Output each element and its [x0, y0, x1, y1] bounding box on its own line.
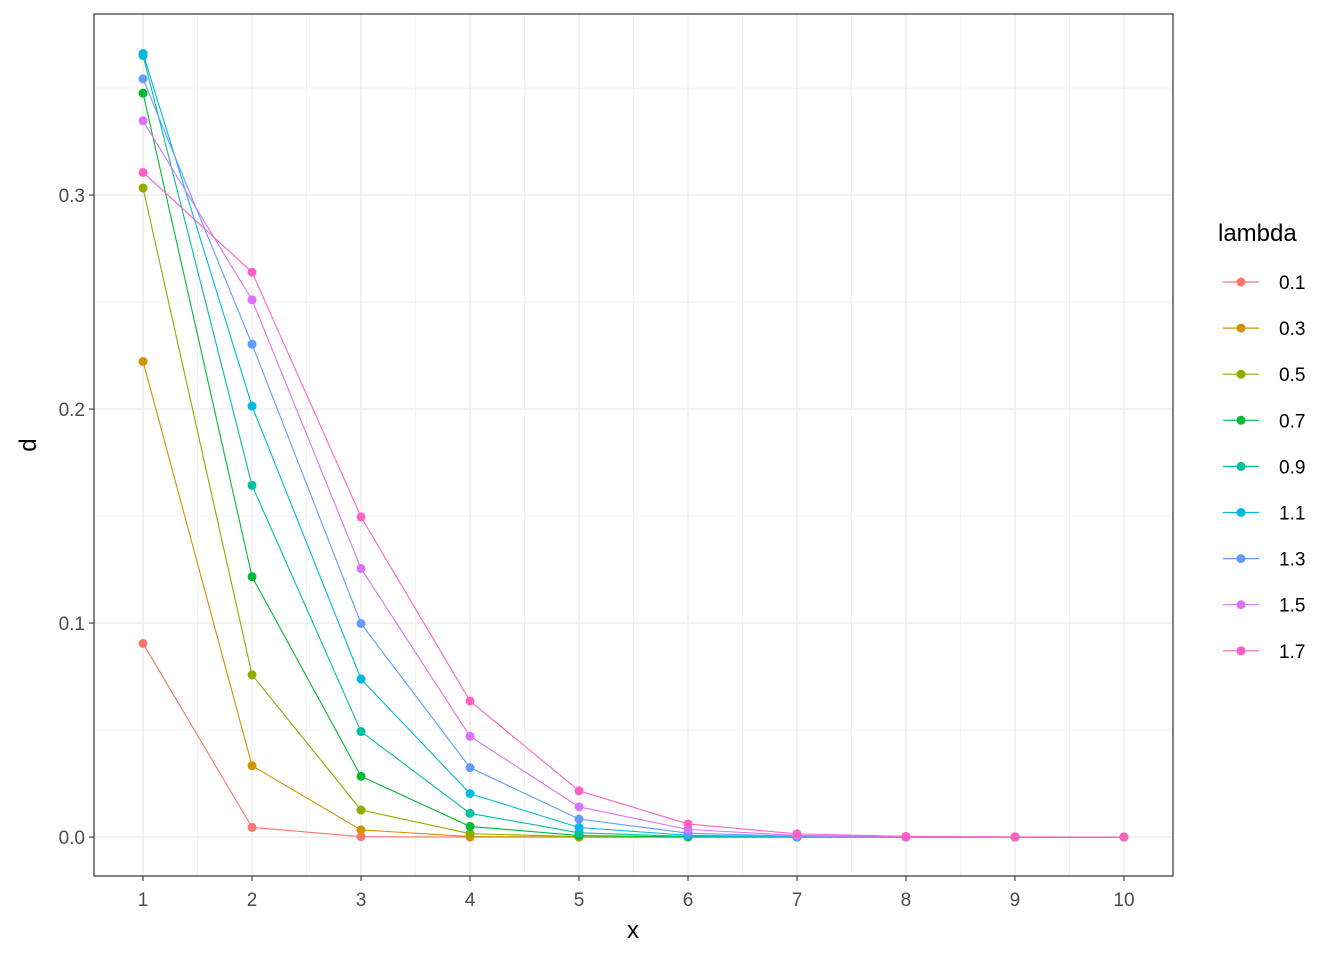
data-point [356, 512, 366, 522]
data-point [683, 819, 693, 829]
legend-label: 1.7 [1279, 642, 1305, 663]
legend-key-point [1236, 554, 1246, 564]
series-layer [138, 48, 1129, 842]
data-point [247, 670, 257, 680]
x-tick-label: 6 [683, 890, 694, 911]
x-tick-label: 7 [792, 890, 803, 911]
legend-key-point [1236, 461, 1246, 471]
y-tick-label: 0.3 [59, 186, 85, 207]
data-point [465, 821, 475, 831]
data-point [356, 618, 366, 628]
axes: 0.0 0.1 0.2 0.3 1 2 3 4 5 6 7 8 9 10 [59, 186, 1135, 911]
data-point [574, 814, 584, 824]
legend-key-point [1236, 415, 1246, 425]
data-point [247, 480, 257, 490]
data-point [574, 822, 584, 832]
data-point [247, 267, 257, 277]
data-point [356, 771, 366, 781]
data-point [138, 48, 148, 58]
data-point [138, 74, 148, 84]
legend-key-point [1236, 508, 1246, 517]
y-tick-label: 0.0 [59, 828, 85, 849]
legend-label: 0.1 [1279, 273, 1305, 294]
data-point [247, 401, 257, 411]
data-point [465, 696, 475, 706]
data-point [247, 339, 257, 349]
legend-label: 0.9 [1279, 457, 1305, 478]
plot-border [93, 13, 1174, 877]
data-point [574, 802, 584, 812]
data-point [465, 789, 475, 799]
data-point [138, 183, 148, 193]
data-point [356, 832, 366, 842]
legend-label: 1.3 [1279, 550, 1305, 571]
legend-label: 1.5 [1279, 596, 1305, 617]
data-point [465, 731, 475, 741]
data-point [247, 822, 257, 832]
legend-key-point [1236, 369, 1246, 379]
legend-key-point [1236, 600, 1246, 610]
legend-key-point [1236, 323, 1246, 333]
legend-key-point [1236, 646, 1246, 656]
data-point [356, 825, 366, 835]
grid [94, 14, 1173, 876]
x-tick-label: 10 [1113, 890, 1134, 911]
data-point [356, 805, 366, 815]
x-tick-label: 5 [574, 890, 585, 911]
x-tick-label: 1 [138, 890, 149, 911]
x-tick-label: 2 [247, 890, 258, 911]
data-point [465, 808, 475, 818]
data-point [356, 674, 366, 684]
y-tick-label: 0.2 [59, 400, 85, 421]
x-tick-label: 8 [901, 890, 912, 911]
data-point [792, 829, 802, 839]
data-point [574, 786, 584, 796]
x-tick-label: 4 [465, 890, 476, 911]
y-axis-label: d [15, 438, 42, 451]
data-point [247, 295, 257, 305]
x-axis-label: x [627, 917, 639, 944]
series-line-1.7 [142, 172, 1124, 838]
x-tick-label: 3 [356, 890, 367, 911]
data-point [138, 88, 148, 98]
data-point [356, 727, 366, 737]
data-point [247, 761, 257, 771]
data-point [138, 638, 148, 648]
legend-label: 0.3 [1279, 319, 1305, 340]
legend-label: 0.5 [1279, 365, 1305, 386]
legend-label: 1.1 [1279, 504, 1305, 525]
data-point [138, 356, 148, 366]
legend: lambda 0.1 0.3 0.5 0.7 0.9 1.1 1.3 1.5 1.7 [1218, 220, 1305, 663]
legend-key-point [1236, 277, 1246, 287]
legend-title: lambda [1218, 220, 1297, 247]
y-tick-label: 0.1 [59, 614, 85, 635]
data-point [1119, 832, 1129, 842]
data-point [356, 563, 366, 573]
data-point [465, 829, 475, 839]
data-point [465, 763, 475, 773]
data-point [901, 831, 911, 841]
data-point [1010, 832, 1020, 842]
data-point [138, 167, 148, 177]
legend-label: 0.7 [1279, 411, 1305, 432]
data-point [138, 116, 148, 126]
x-tick-label: 9 [1010, 890, 1021, 911]
data-point [247, 572, 257, 582]
